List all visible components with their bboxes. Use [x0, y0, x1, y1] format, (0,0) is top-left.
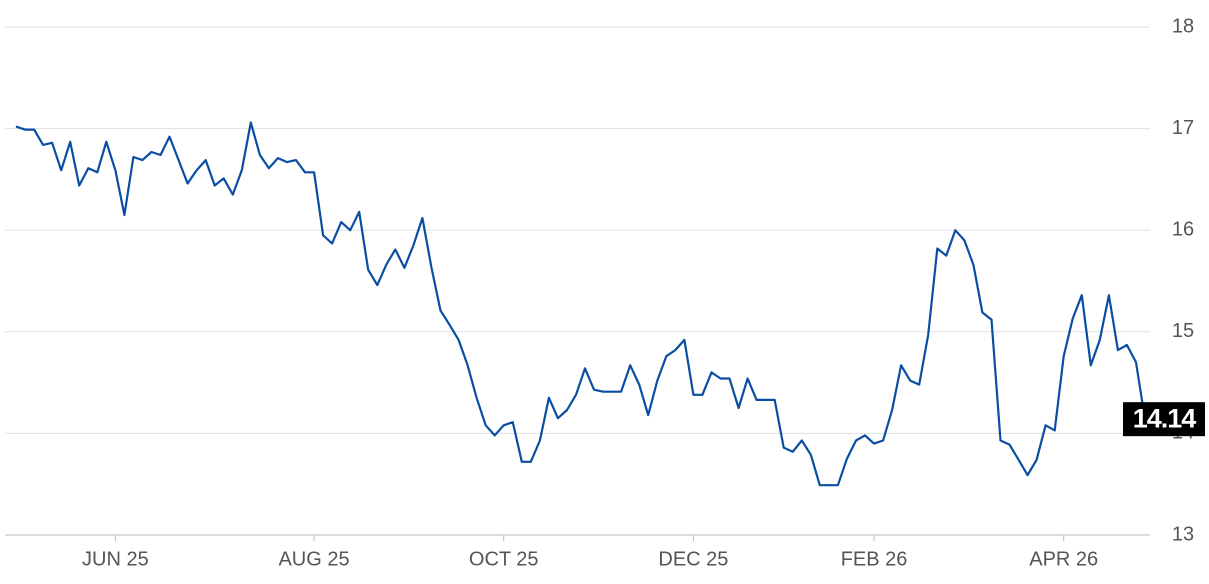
- y-tick-label: 13: [1172, 523, 1194, 545]
- last-value-box: [1123, 402, 1205, 437]
- x-tick-label: JUN 25: [82, 548, 149, 570]
- y-tick-label: 16: [1172, 218, 1194, 240]
- y-tick-label: 17: [1172, 117, 1194, 139]
- y-tick-label: 15: [1172, 320, 1194, 342]
- x-tick-label: FEB 26: [841, 548, 908, 570]
- x-tick-label: DEC 25: [658, 548, 728, 570]
- x-tick-label: OCT 25: [469, 548, 539, 570]
- x-tick-label: AUG 25: [278, 548, 349, 570]
- price-line: [15, 121, 1147, 487]
- x-tick-label: APR 26: [1029, 548, 1098, 570]
- y-tick-label: 18: [1172, 15, 1194, 37]
- last-value-label: 14.14: [1133, 403, 1197, 433]
